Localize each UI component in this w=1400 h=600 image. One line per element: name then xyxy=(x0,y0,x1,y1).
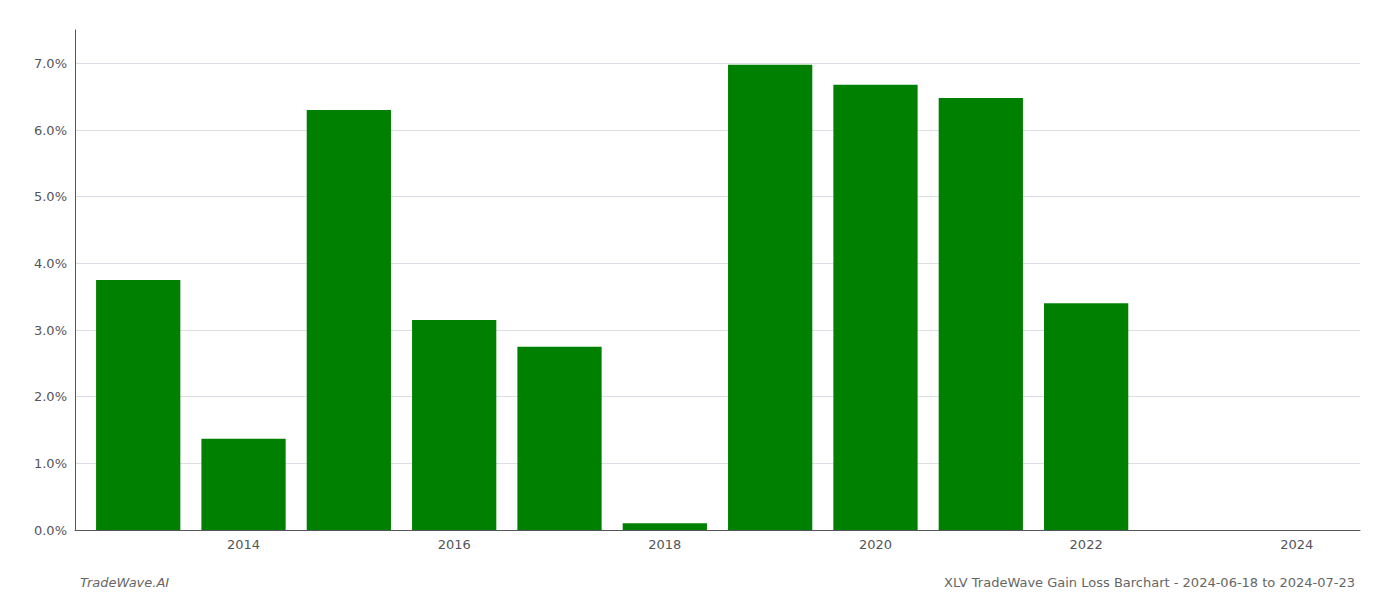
svg-text:3.0%: 3.0% xyxy=(34,323,67,338)
svg-text:0.0%: 0.0% xyxy=(34,523,67,538)
svg-text:2022: 2022 xyxy=(1070,537,1103,552)
svg-text:2020: 2020 xyxy=(859,537,892,552)
svg-text:TradeWave.AI: TradeWave.AI xyxy=(80,575,169,590)
svg-text:2024: 2024 xyxy=(1280,537,1313,552)
svg-text:2014: 2014 xyxy=(227,537,260,552)
svg-text:XLV TradeWave Gain Loss Barcha: XLV TradeWave Gain Loss Barchart - 2024-… xyxy=(944,575,1355,590)
svg-text:2016: 2016 xyxy=(438,537,471,552)
svg-text:2018: 2018 xyxy=(648,537,681,552)
svg-text:6.0%: 6.0% xyxy=(34,123,67,138)
svg-text:5.0%: 5.0% xyxy=(34,189,67,204)
svg-text:4.0%: 4.0% xyxy=(34,256,67,271)
svg-text:1.0%: 1.0% xyxy=(34,456,67,471)
svg-text:2.0%: 2.0% xyxy=(34,389,67,404)
svg-text:7.0%: 7.0% xyxy=(34,56,67,71)
